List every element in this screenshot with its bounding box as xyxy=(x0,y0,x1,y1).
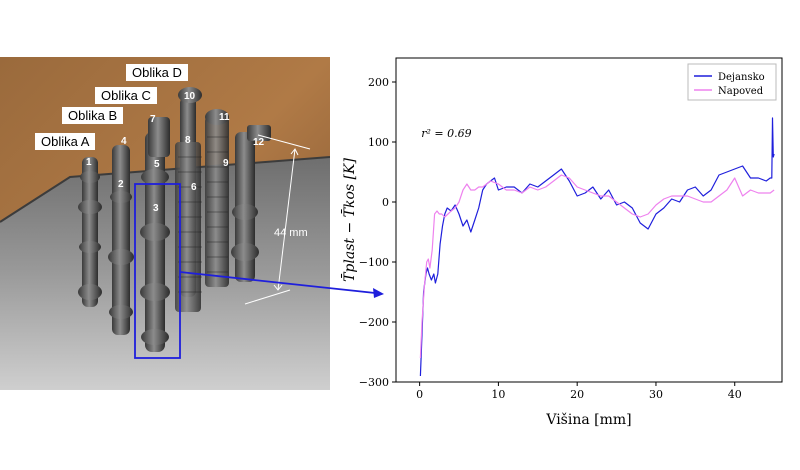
x-axis-label: Višina [mm] xyxy=(545,411,631,428)
y-tick-label-4: 100 xyxy=(368,136,389,149)
y-axis-label: T̄plast − T̄kos [K] xyxy=(340,158,358,282)
pin-label-2: 2 xyxy=(118,179,124,190)
pin-label-11: 11 xyxy=(219,112,230,123)
pin-label-9: 9 xyxy=(223,158,229,169)
pin-label-8: 8 xyxy=(185,135,191,146)
y-tick-label-0: −300 xyxy=(359,376,389,389)
x-tick-label-0: 0 xyxy=(416,388,423,401)
r-squared-annotation: r² = 0.69 xyxy=(421,127,471,140)
pin-label-5: 5 xyxy=(154,159,160,170)
legend-label-napoved: Napoved xyxy=(718,86,764,97)
y-tick-label-3: 0 xyxy=(382,196,389,209)
legend-label-dejansko: Dejansko xyxy=(718,72,765,83)
legend-box xyxy=(687,63,777,101)
specimen-photo-drawing xyxy=(0,57,330,390)
shape-label-a: Oblika A xyxy=(35,133,96,150)
x-tick-label-3: 30 xyxy=(649,388,663,401)
dimension-label: 44 mm xyxy=(274,227,308,239)
pin-label-3: 3 xyxy=(153,203,159,214)
y-tick-label-2: −100 xyxy=(359,256,389,269)
specimen-photo: Oblika A Oblika B Oblika C Oblika D 1 2 … xyxy=(0,57,330,390)
shape-label-b: Oblika B xyxy=(62,107,124,124)
pin-label-6: 6 xyxy=(191,182,197,193)
plot-frame xyxy=(395,57,783,383)
y-tick-label-5: 200 xyxy=(368,76,389,89)
pin-label-1: 1 xyxy=(86,157,92,168)
pin-label-7: 7 xyxy=(150,114,156,125)
x-tick-label-4: 40 xyxy=(728,388,742,401)
shape-label-c: Oblika C xyxy=(95,87,157,104)
x-tick-label-2: 20 xyxy=(570,388,584,401)
pin-label-10: 10 xyxy=(184,91,196,102)
pin-label-12: 12 xyxy=(253,137,265,148)
series-line-dejansko xyxy=(419,117,775,377)
x-tick-label-1: 10 xyxy=(491,388,505,401)
shape-label-d: Oblika D xyxy=(126,64,188,81)
series-line-napoved xyxy=(419,174,775,359)
highlight-box xyxy=(134,183,181,359)
pin-label-4: 4 xyxy=(121,136,127,147)
pin-group xyxy=(78,87,271,352)
y-tick-label-1: −200 xyxy=(359,316,389,329)
